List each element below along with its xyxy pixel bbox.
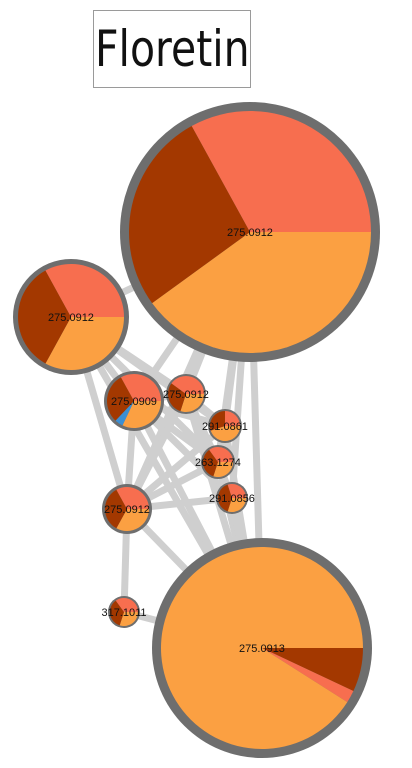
node-n5[interactable]: 291.0861 xyxy=(202,409,248,443)
pie-slice-orange xyxy=(152,232,371,353)
pie-slice-orange xyxy=(227,498,246,512)
pie-slice-salmon xyxy=(209,447,233,462)
pie-slice-blue xyxy=(115,401,134,426)
pie-slice-salmon xyxy=(115,598,138,612)
pie-slice-salmon xyxy=(171,376,204,394)
pie-slice-salmon xyxy=(120,373,161,401)
pie-slice-orange xyxy=(210,426,240,442)
pie-slice-brown xyxy=(217,484,232,512)
pie-slice-orange xyxy=(213,462,233,477)
node-label: 275.0912 xyxy=(227,227,273,239)
node-n2[interactable]: 275.0912 xyxy=(13,259,129,375)
node-label: 291.0856 xyxy=(209,493,255,505)
node-n3[interactable]: 275.0909 xyxy=(104,371,164,431)
pie-slice-orange xyxy=(116,509,149,531)
node-label: 275.0913 xyxy=(239,643,285,655)
pie-slice-brown xyxy=(18,270,72,364)
pie-slice-salmon xyxy=(262,648,354,703)
pie-slice-brown xyxy=(109,600,124,626)
pie-slice-brown xyxy=(129,125,250,304)
node-label: 263.1274 xyxy=(195,457,241,469)
node-label: 275.0912 xyxy=(48,312,94,324)
pie-slice-orange xyxy=(119,612,139,626)
pie-slice-orange xyxy=(45,317,124,370)
pie-slice-brown xyxy=(209,411,225,431)
pie-slice-orange xyxy=(180,394,204,412)
node-label: 275.0909 xyxy=(111,396,157,408)
title-box: Floretin xyxy=(93,10,251,88)
pie-slice-orange xyxy=(161,547,363,749)
node-n6[interactable]: 263.1274 xyxy=(195,445,241,479)
pie-slice-brown xyxy=(168,383,186,412)
node-label: 291.0861 xyxy=(202,421,248,433)
pie-slice-orange xyxy=(122,401,161,428)
pie-slice-brown xyxy=(262,648,363,692)
node-n4[interactable]: 275.0912 xyxy=(163,374,209,414)
pie-slice-salmon xyxy=(116,487,149,510)
pie-slice-salmon xyxy=(45,264,125,318)
network-title: Floretin xyxy=(94,20,250,78)
pie-slice-salmon xyxy=(225,411,240,426)
node-n1[interactable]: 275.0912 xyxy=(120,102,380,362)
pie-slice-salmon xyxy=(191,111,371,232)
pie-slice-brown xyxy=(203,449,218,477)
pie-slice-brown xyxy=(106,377,134,421)
node-n10[interactable]: 275.0913 xyxy=(152,538,372,758)
node-label: 275.0912 xyxy=(104,504,150,516)
pie-slice-brown xyxy=(105,489,127,529)
node-layer: 275.0912 275.0912 275.0909 275.0912 291.0861… xyxy=(13,102,380,758)
node-label: 275.0912 xyxy=(163,389,209,401)
node-label: 317.1011 xyxy=(101,607,146,619)
node-n7[interactable]: 291.0856 xyxy=(209,482,255,514)
pie-slice-salmon xyxy=(227,484,246,498)
node-n9[interactable]: 317.1011 xyxy=(101,596,147,628)
node-n8[interactable]: 275.0912 xyxy=(102,484,152,534)
